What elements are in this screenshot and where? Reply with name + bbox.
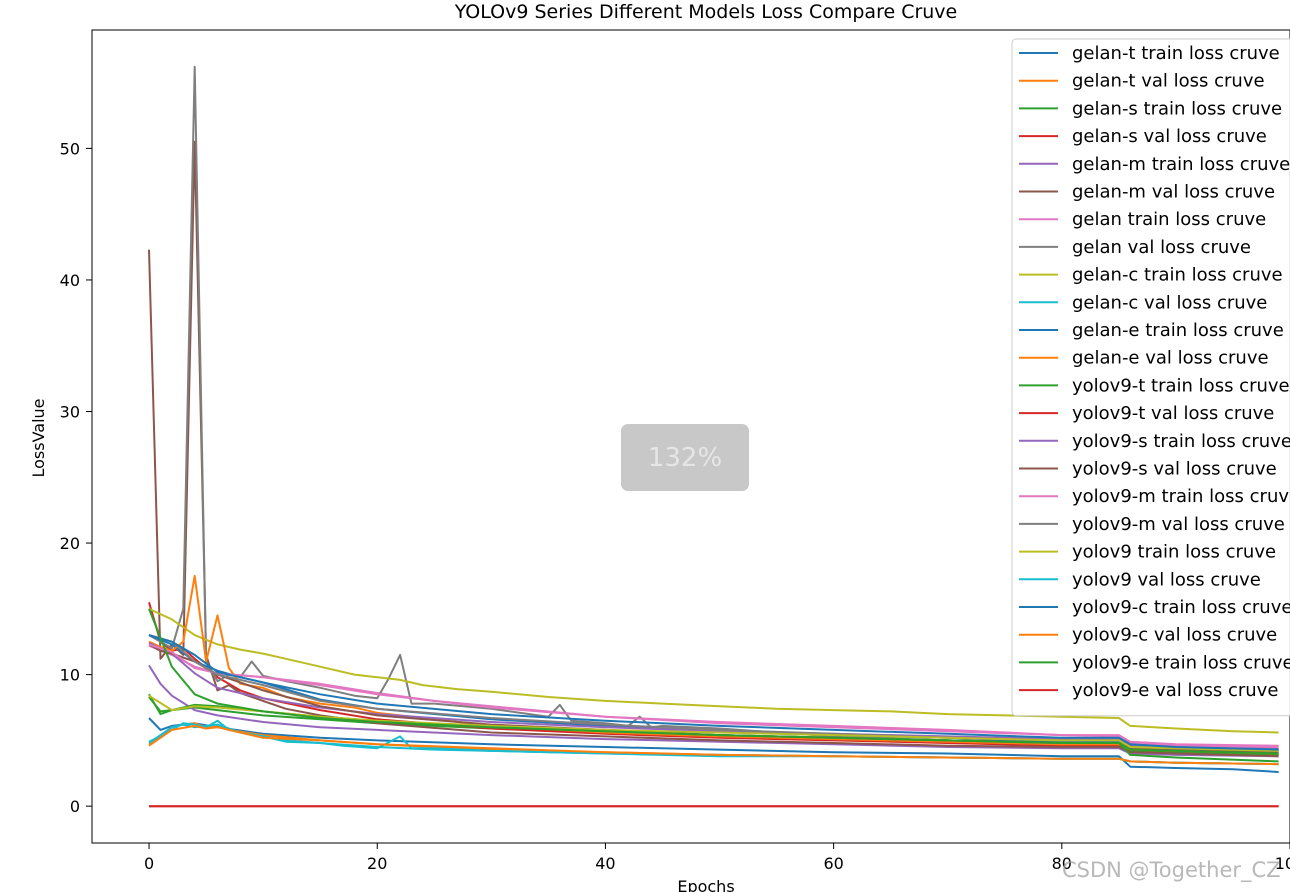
zoom-level-badge: 132%: [621, 424, 749, 491]
legend-entry: gelan-m val loss cruve: [1072, 182, 1275, 203]
x-axis-label: Epochs: [677, 877, 734, 892]
y-tick-label: 0: [70, 797, 80, 816]
legend-entry: yolov9-s train loss cruve: [1072, 431, 1290, 452]
legend-entry: yolov9-e train loss cruve: [1072, 652, 1290, 673]
series-line-yolov9-e-train-loss-cruve: [148, 608, 1279, 755]
series-line-yolov9-m-train-loss-cruve: [148, 643, 1279, 748]
legend: gelan-t train loss cruve gelan-t val loss…: [1011, 38, 1290, 717]
x-tick-label: 40: [595, 854, 615, 873]
legend-entry: yolov9-m val loss cruve: [1072, 514, 1285, 535]
legend-entry: yolov9-s val loss cruve: [1072, 459, 1277, 480]
legend-entry: gelan-c train loss cruve: [1072, 265, 1283, 286]
y-tick-label: 40: [60, 271, 80, 290]
watermark: CSDN @Together_CZ: [1062, 858, 1281, 882]
plot-lines: [148, 65, 1279, 808]
legend-entry: gelan train loss cruve: [1072, 209, 1266, 230]
legend-entry: gelan val loss cruve: [1072, 237, 1251, 258]
x-axis: 0 20 40 60 80 100: [144, 843, 1290, 873]
y-tick-label: 10: [60, 666, 80, 685]
legend-entry: gelan-t val loss cruve: [1072, 71, 1265, 92]
legend-entry: gelan-s val loss cruve: [1072, 126, 1267, 147]
chart-title: YOLOv9 Series Different Models Loss Comp…: [454, 1, 958, 23]
y-tick-label: 30: [60, 403, 80, 422]
legend-entry: yolov9-c val loss cruve: [1072, 625, 1277, 646]
series-line-gelan-e-val-loss-cruve: [148, 574, 1279, 755]
x-tick-label: 0: [144, 854, 154, 873]
plot-frame: [91, 29, 1290, 844]
series-line-yolov9-c-train-loss-cruve: [148, 634, 1279, 751]
legend-box: [1011, 38, 1290, 717]
series-line-yolov9-c-val-loss-cruve: [148, 724, 1279, 766]
legend-entry: gelan-e val loss cruve: [1072, 348, 1269, 369]
x-tick-label: 20: [367, 854, 387, 873]
legend-entry: yolov9-m train loss cruve: [1072, 486, 1290, 507]
y-tick-label: 50: [60, 139, 80, 158]
legend-entry: gelan-m train loss cruve: [1072, 154, 1290, 175]
series-line-gelan-s-val-loss-cruve: [148, 602, 1279, 755]
series-line-yolov9-train-loss-cruve: [148, 694, 1279, 752]
x-tick-label: 100: [1275, 854, 1290, 873]
y-axis: 0 10 20 30 40 50: [60, 139, 92, 816]
legend-entry: yolov9-c train loss cruve: [1072, 597, 1290, 618]
x-tick-label: 80: [1052, 854, 1072, 873]
legend-entry: yolov9-t train loss cruve: [1072, 375, 1290, 396]
legend-entry: yolov9 val loss cruve: [1072, 569, 1261, 590]
legend-entry: gelan-e train loss cruve: [1072, 320, 1284, 341]
y-axis-label: LossValue: [29, 398, 48, 477]
legend-entry: yolov9 train loss cruve: [1072, 542, 1276, 563]
legend-entry: gelan-c val loss cruve: [1072, 292, 1267, 313]
series-line-gelan-val-loss-cruve: [148, 65, 1279, 752]
x-tick-label: 60: [823, 854, 843, 873]
legend-entry: gelan-t train loss cruve: [1072, 43, 1280, 64]
legend-entry: yolov9-e val loss cruve: [1072, 680, 1278, 701]
series-line-gelan-c-train-loss-cruve: [148, 607, 1279, 734]
legend-entry: gelan-s train loss cruve: [1072, 98, 1282, 119]
series-line-gelan-m-val-loss-cruve: [148, 140, 1279, 758]
series-line-yolov9-s-train-loss-cruve: [148, 642, 1279, 750]
y-tick-label: 20: [60, 534, 80, 553]
legend-entry: yolov9-t val loss cruve: [1072, 403, 1274, 424]
